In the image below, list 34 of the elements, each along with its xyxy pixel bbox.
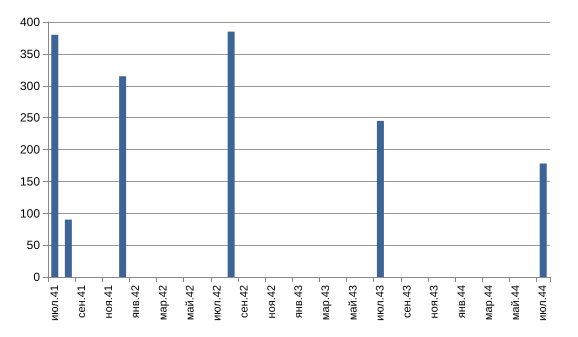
bar xyxy=(119,76,126,277)
y-tick-label: 50 xyxy=(26,238,40,252)
x-tick-label: сен.41 xyxy=(76,285,88,318)
y-tick-label: 350 xyxy=(20,46,40,61)
y-tick-label: 250 xyxy=(20,110,40,125)
x-tick-label: янв.44 xyxy=(456,285,468,318)
x-tick-label: ноя.41 xyxy=(103,285,116,318)
bar xyxy=(228,32,235,277)
x-tick-label: июл.41 xyxy=(48,285,61,321)
bar xyxy=(540,164,547,277)
y-tick-label: 100 xyxy=(20,206,40,220)
x-tick-label: сен.42 xyxy=(238,285,251,318)
bar xyxy=(64,220,72,277)
x-tick-label: июл.42 xyxy=(212,285,224,321)
bar xyxy=(51,34,58,277)
y-tick-label: 0 xyxy=(33,270,40,284)
x-tick-label: сен.43 xyxy=(402,285,414,318)
x-tick-label: ноя.42 xyxy=(266,285,278,318)
x-tick-label: янв.42 xyxy=(130,285,142,318)
bar xyxy=(376,120,384,277)
x-tick-label: мар.43 xyxy=(320,285,332,320)
x-tick-label: май.44 xyxy=(510,285,522,320)
x-tick-label: май.42 xyxy=(184,285,196,320)
x-tick-label: ноя.43 xyxy=(428,285,441,318)
y-tick-label: 300 xyxy=(20,78,40,93)
y-tick-label: 400 xyxy=(20,15,40,29)
x-tick-label: мар.44 xyxy=(482,285,495,320)
x-tick-label: мар.42 xyxy=(157,285,170,320)
x-tick-label: июл.43 xyxy=(374,285,386,321)
y-tick-label: 200 xyxy=(20,142,40,156)
y-tick-label: 150 xyxy=(20,174,40,188)
x-tick-label: янв.43 xyxy=(293,285,305,318)
x-tick-label: май.43 xyxy=(347,285,360,320)
x-tick-label: июл.44 xyxy=(537,285,550,321)
